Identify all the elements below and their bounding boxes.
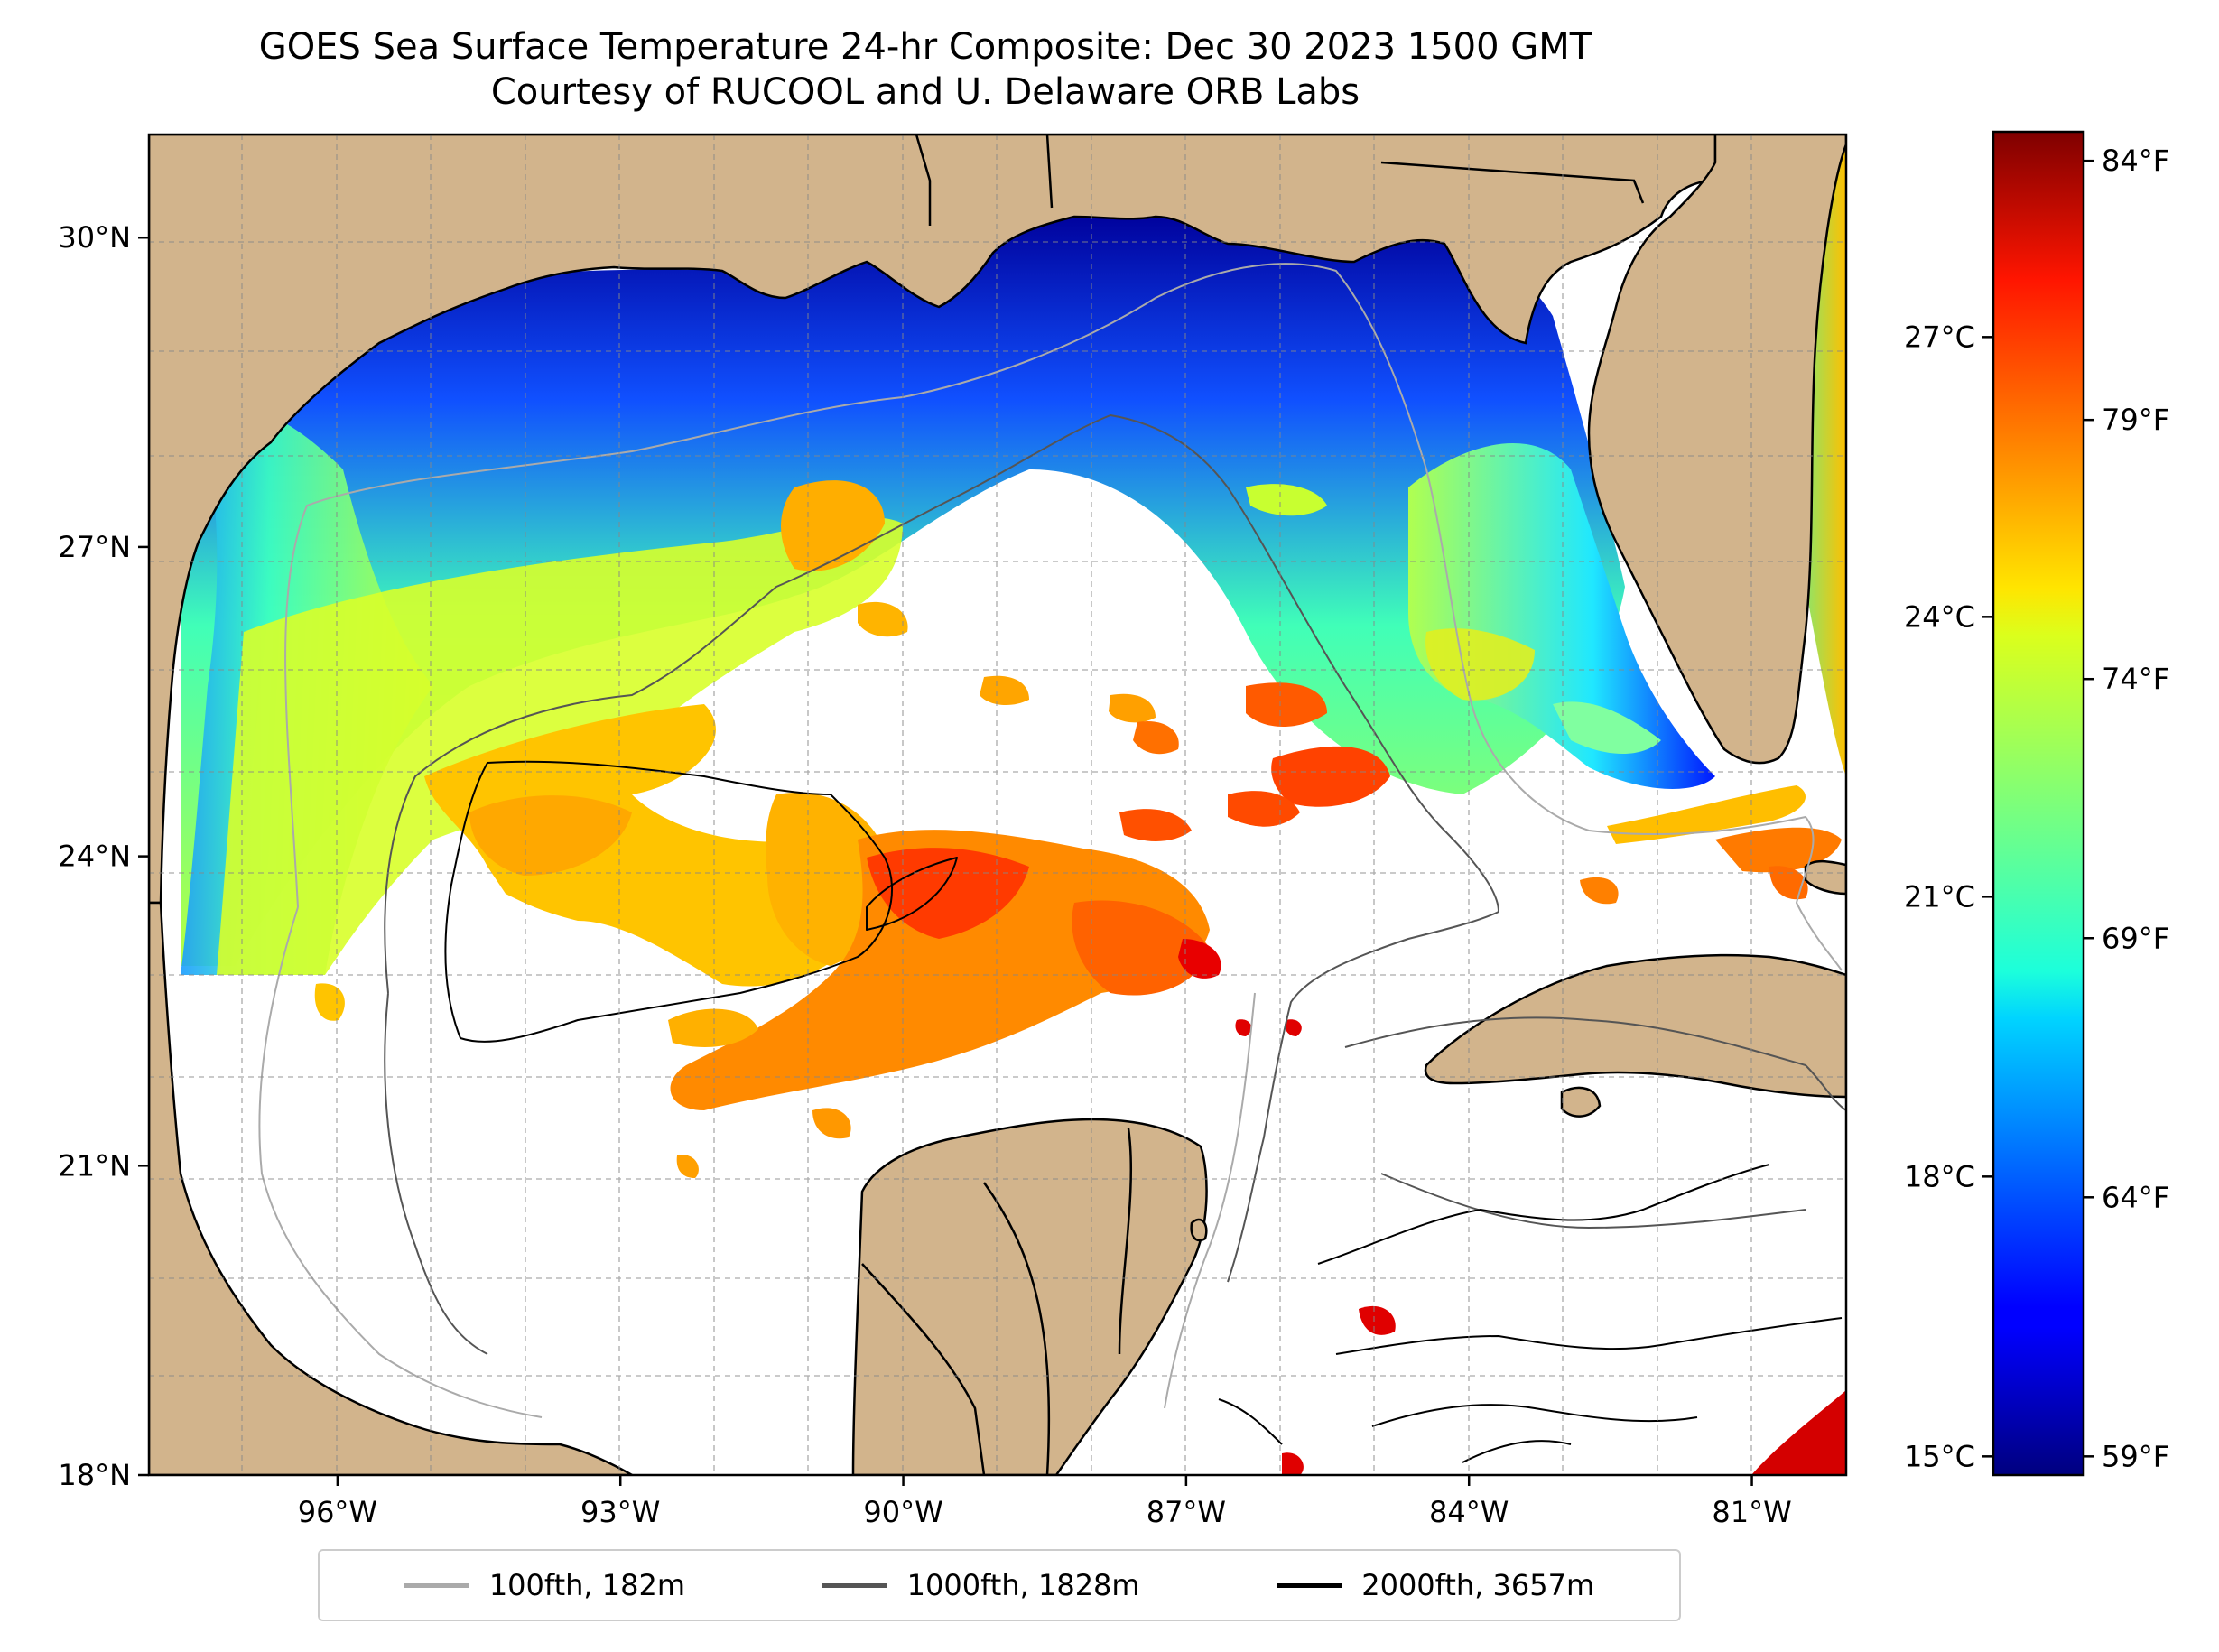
- red-patch: [1178, 939, 1221, 979]
- map-frame-border: [147, 133, 1848, 1477]
- fahrenheit-tick-label: 69°F: [2102, 921, 2169, 955]
- yucatan-peninsula-land: [851, 1118, 1208, 1475]
- lon-tick-label: 96°W: [298, 1495, 377, 1529]
- orange-patch-12: [676, 1155, 699, 1178]
- legend-label-2000fth: 2000fth, 3657m: [1361, 1568, 1595, 1602]
- contour-2000fth: [444, 760, 1843, 1463]
- northern-shelf-sst: [181, 210, 1625, 966]
- orange-patch-9: [858, 601, 908, 637]
- orange-patch-4: [1119, 809, 1192, 841]
- colorbar: [1992, 130, 2085, 1477]
- orange-patch-2: [1271, 746, 1390, 807]
- orange-patch-5: [980, 675, 1029, 706]
- map-title: GOES Sea Surface Temperature 24-hr Compo…: [258, 26, 1592, 68]
- florida-shelf-green: [1553, 701, 1661, 754]
- florida-peninsula-land: [1587, 135, 1846, 765]
- orange-patch-10: [668, 1008, 758, 1047]
- bahamas-land: [1804, 859, 1846, 896]
- straits-patch-1: [1580, 877, 1619, 905]
- lat-tick-label: 21°N: [58, 1148, 131, 1183]
- legend-label-100fth: 100fth, 182m: [488, 1568, 686, 1602]
- lat-tick-label: 30°N: [58, 220, 131, 255]
- warm-east-patch: [1072, 900, 1210, 996]
- legend-label-1000fth: 1000fth, 1828m: [906, 1568, 1140, 1602]
- lon-tick-label: 90°W: [863, 1495, 942, 1529]
- cuba-land: [1424, 953, 1846, 1099]
- legend-item-100fth: 100fth, 182m: [404, 1568, 685, 1602]
- orange-patch-6: [1109, 693, 1156, 723]
- celsius-tick-label: 18°C: [1904, 1159, 1975, 1193]
- legend-swatch-2000fth: [1277, 1582, 1342, 1588]
- bathymetry-contours: [258, 263, 1846, 1463]
- red-patch-south-1: [1359, 1305, 1396, 1335]
- florida-shelf-yellow: [1425, 628, 1535, 701]
- northern-gulf-coast-land: [149, 135, 1717, 905]
- fahrenheit-tick-label: 59°F: [2102, 1439, 2169, 1473]
- mexico-state-border: [861, 1263, 986, 1475]
- cozumel-land: [1190, 1218, 1208, 1242]
- straits-patch-2: [1769, 866, 1808, 900]
- ms-al-border: [1045, 135, 1054, 209]
- land-layer: [149, 135, 1846, 1475]
- orange-patch-1: [1246, 682, 1327, 727]
- orange-patch-3: [1228, 791, 1300, 827]
- bathymetry-legend: 100fth, 182m 1000fth, 1828m 2000fth, 365…: [318, 1549, 1681, 1621]
- celsius-tick-label: 27°C: [1904, 320, 1975, 354]
- fahrenheit-tick-label: 74°F: [2102, 662, 2169, 696]
- red-dot-1: [1235, 1019, 1252, 1036]
- lon-tick-label: 84°W: [1429, 1495, 1509, 1529]
- la-ms-border: [915, 135, 932, 226]
- legend-item-2000fth: 2000fth, 3657m: [1277, 1568, 1594, 1602]
- fahrenheit-tick-label: 64°F: [2102, 1180, 2169, 1214]
- fahrenheit-tick-label: 84°F: [2102, 144, 2169, 178]
- central-east-patch: [766, 793, 891, 966]
- borders-layer: [861, 135, 1645, 1475]
- celsius-tick-label: 24°C: [1904, 599, 1975, 634]
- lat-tick-label: 18°N: [58, 1458, 131, 1492]
- legend-swatch-1000fth: [822, 1582, 887, 1588]
- colorbar-ticks: 15°C 18°C 21°C 24°C 27°C 59°F 64°F 69°F 74°F 79°F…: [1904, 144, 2169, 1473]
- celsius-tick-label: 21°C: [1904, 879, 1975, 914]
- central-orange-patch: [469, 795, 632, 876]
- map-axis-ticks: 30°N 27°N 24°N 21°N 18°N 96°W 93°W 90°W 87°W 84°W…: [58, 220, 1791, 1529]
- lon-tick-label: 81°W: [1712, 1495, 1791, 1529]
- west-florida-shelf-sst: [1408, 443, 1715, 789]
- orange-patch-7: [1133, 721, 1179, 755]
- campeche-yucatan-border: [982, 1182, 1051, 1475]
- map-subtitle: Courtesy of RUCOOL and U. Delaware ORB L…: [490, 71, 1360, 113]
- central-gulf-sst: [424, 704, 874, 987]
- orange-patch-11: [812, 1108, 851, 1139]
- lon-tick-label: 93°W: [580, 1495, 660, 1529]
- yucatan-qroo-border: [1118, 1128, 1133, 1355]
- legend-swatch-100fth: [404, 1582, 469, 1588]
- gridlines: [149, 135, 1846, 1475]
- fahrenheit-tick-label: 79°F: [2102, 403, 2169, 437]
- sst-data-layer: [181, 135, 1846, 1475]
- orange-patch-8: [781, 480, 885, 571]
- florida-keys-sst: [1607, 785, 1806, 844]
- fl-ga-border: [1380, 161, 1645, 204]
- lon-tick-label: 87°W: [1147, 1495, 1226, 1529]
- lat-tick-label: 27°N: [58, 530, 131, 564]
- contour-100fth: [258, 263, 1843, 1418]
- isla-juventud-land: [1560, 1086, 1602, 1118]
- lat-tick-label: 24°N: [58, 840, 131, 874]
- green-patch-east: [1246, 484, 1327, 516]
- legend-item-1000fth: 1000fth, 1828m: [822, 1568, 1140, 1602]
- red-patch-south-2: [1282, 1452, 1304, 1475]
- celsius-tick-label: 15°C: [1904, 1439, 1975, 1473]
- contour-1000fth: [384, 414, 1846, 1355]
- red-patch-southeast: [1751, 1390, 1846, 1475]
- red-dot-2: [1285, 1019, 1302, 1036]
- warm-tongue-sst: [670, 830, 1210, 1110]
